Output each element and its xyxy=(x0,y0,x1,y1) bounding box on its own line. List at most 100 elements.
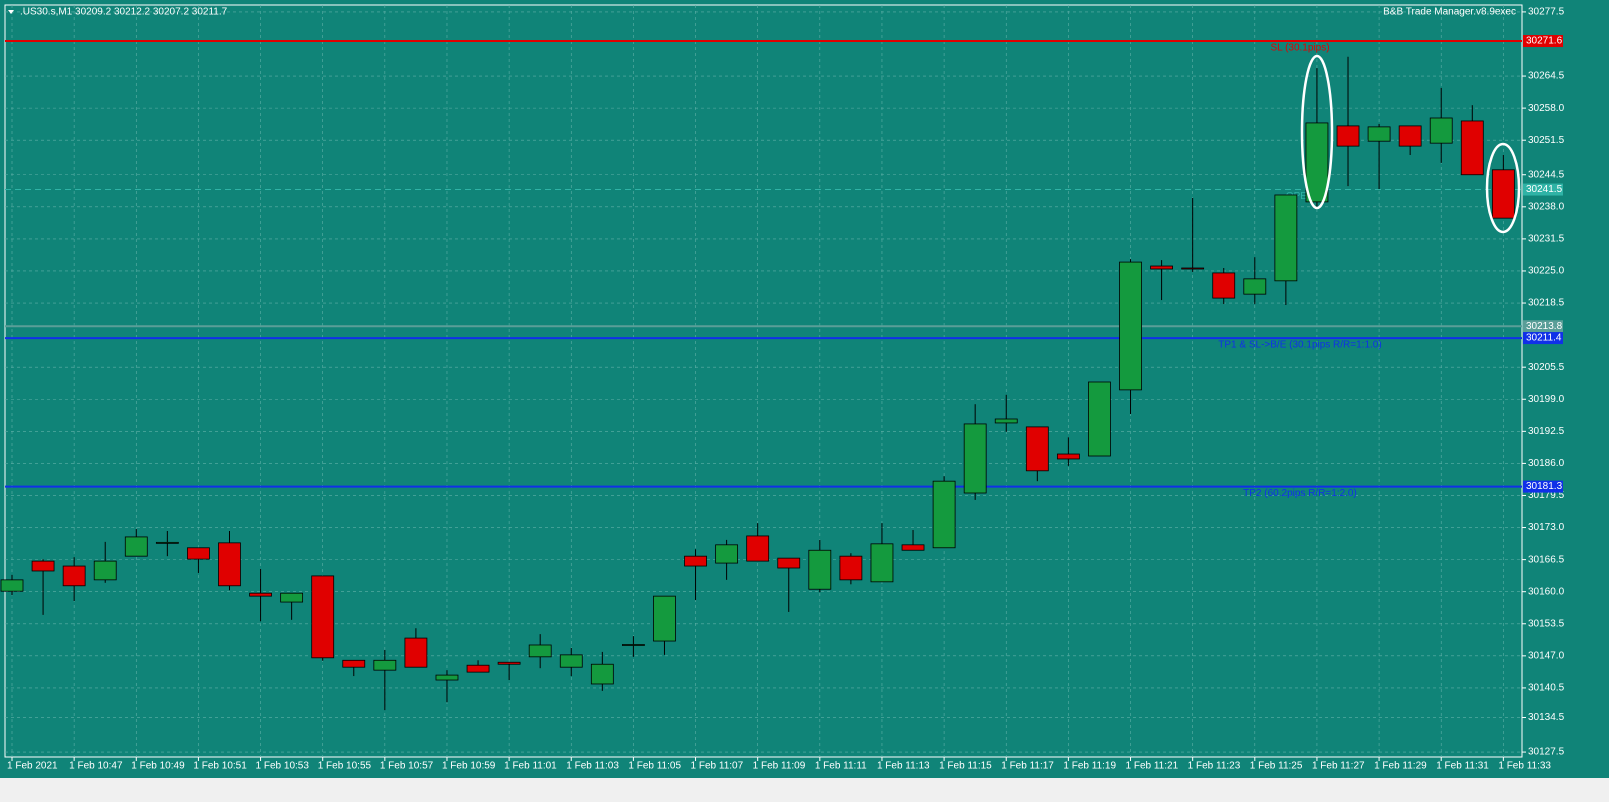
candle-body xyxy=(870,543,894,583)
candle-body xyxy=(249,592,272,597)
tab-strip xyxy=(0,778,1609,802)
x-tick-label: 1 Feb 11:23 xyxy=(1188,761,1241,772)
background xyxy=(0,0,1609,778)
y-tick-label: 30244.5 xyxy=(1528,169,1565,180)
x-tick-label: 1 Feb 11:27 xyxy=(1312,761,1365,772)
candle-body xyxy=(1367,126,1391,142)
candle-body xyxy=(1398,125,1422,147)
level-tag xyxy=(1523,480,1563,493)
candle-body xyxy=(746,535,770,562)
indicator-label: B&B Trade Manager.v8.9exec xyxy=(1383,7,1516,18)
y-tick-label: 30140.5 xyxy=(1528,683,1565,694)
x-tick-label: 1 Feb 11:17 xyxy=(1001,761,1054,772)
candles xyxy=(0,56,1515,711)
candle-body xyxy=(559,654,583,668)
candle-body xyxy=(1429,117,1453,144)
x-tick-label: 1 Feb 10:51 xyxy=(193,761,247,772)
candle-body xyxy=(311,575,335,659)
y-tick-label: 30225.0 xyxy=(1528,266,1565,277)
candle-body xyxy=(528,644,552,658)
y-tick-label: 30277.5 xyxy=(1528,7,1565,18)
level-tag xyxy=(1523,35,1563,48)
y-tick-label: 30199.0 xyxy=(1528,394,1565,405)
candle-body xyxy=(932,480,956,549)
y-tick-label: 30251.5 xyxy=(1528,135,1565,146)
y-tick-label: 30147.0 xyxy=(1528,650,1565,661)
candle-body xyxy=(994,418,1018,424)
candle-body xyxy=(777,557,801,569)
candle-body xyxy=(901,544,925,551)
candle-body xyxy=(1119,261,1142,391)
x-tick-label: 1 Feb 2021 xyxy=(7,761,58,772)
candle-body xyxy=(1305,122,1329,203)
x-tick-label: 1 Feb 10:49 xyxy=(131,761,185,772)
levels: 30271.6SL (30.1pips)30241.5OPEN30213.830… xyxy=(5,35,1563,499)
candle-body xyxy=(373,659,397,671)
y-tick-label: 30258.0 xyxy=(1528,103,1565,114)
y-tick-label: 30218.5 xyxy=(1528,298,1565,309)
candle-body xyxy=(715,544,739,564)
level-label: TP1 & SL->B/E (30.1pips R/R=1:1.0) xyxy=(1218,340,1381,351)
x-tick-label: 1 Feb 11:21 xyxy=(1126,761,1179,772)
candle-body xyxy=(280,592,304,603)
candle-body xyxy=(1243,278,1267,295)
candle-body xyxy=(466,664,490,673)
candle-body xyxy=(155,541,179,544)
candle-body xyxy=(93,560,117,581)
x-tick-label: 1 Feb 11:07 xyxy=(691,761,744,772)
candle-body xyxy=(1491,169,1515,219)
y-tick-label: 30166.5 xyxy=(1528,554,1565,565)
x-tick-label: 1 Feb 11:11 xyxy=(815,761,867,772)
candle-body xyxy=(497,661,521,665)
level-tag xyxy=(1523,332,1563,345)
y-tick-label: 30173.0 xyxy=(1528,522,1565,533)
plot-frame xyxy=(4,4,1523,758)
candle-body xyxy=(1088,381,1111,457)
x-tick-label: 1 Feb 11:33 xyxy=(1498,761,1551,772)
candle-body xyxy=(622,644,645,646)
x-tick-label: 1 Feb 11:05 xyxy=(628,761,681,772)
candle-body xyxy=(963,423,987,494)
y-tick-label: 30192.5 xyxy=(1528,426,1565,437)
level-label: TP2 (60.2pips R/R=1:2.0) xyxy=(1243,488,1357,499)
candle-body xyxy=(62,565,86,587)
x-tick-label: 1 Feb 11:31 xyxy=(1436,761,1489,772)
y-tick-label: 30134.5 xyxy=(1528,712,1565,723)
level-price: 30241.5 xyxy=(1526,184,1563,195)
candle-body xyxy=(684,555,707,567)
candle-body xyxy=(590,663,614,685)
candle-body xyxy=(1460,120,1484,176)
x-tick-label: 1 Feb 11:01 xyxy=(504,761,557,772)
level-price: 30211.4 xyxy=(1526,333,1562,344)
x-tick-label: 1 Feb 10:53 xyxy=(256,761,310,772)
candle-body xyxy=(1274,194,1298,282)
y-tick-label: 30264.5 xyxy=(1528,71,1565,82)
candle-body xyxy=(1056,453,1080,460)
highlight-circle xyxy=(1485,142,1521,234)
y-tick-label: 30186.0 xyxy=(1528,458,1565,469)
level-price: 30213.8 xyxy=(1526,321,1563,332)
x-tick-label: 1 Feb 11:25 xyxy=(1250,761,1303,772)
candle-body xyxy=(435,674,459,681)
candle-body xyxy=(1150,265,1173,270)
y-tick-label: 30238.0 xyxy=(1528,201,1565,212)
candle-body xyxy=(342,659,366,668)
x-tick-label: 1 Feb 11:29 xyxy=(1374,761,1427,772)
candle-body xyxy=(124,536,148,557)
x-tick-label: 1 Feb 11:19 xyxy=(1063,761,1116,772)
level-price: 30181.3 xyxy=(1526,481,1563,492)
x-tick-label: 1 Feb 11:03 xyxy=(566,761,619,772)
chart-title: .US30.s,M1 30209.2 30212.2 30207.2 30211… xyxy=(20,7,228,18)
menu-arrow xyxy=(8,10,14,14)
candle-body xyxy=(31,560,55,572)
y-tick-label: 30153.5 xyxy=(1528,618,1565,629)
level-tag xyxy=(1523,183,1563,196)
x-tick-label: 1 Feb 10:59 xyxy=(442,761,496,772)
candle-body xyxy=(808,549,832,590)
y-tick-label: 30160.0 xyxy=(1528,586,1565,597)
x-tick-label: 1 Feb 10:57 xyxy=(380,761,434,772)
highlight-circle xyxy=(1300,54,1334,210)
candle-body xyxy=(0,579,24,592)
y-tick-label: 30205.5 xyxy=(1528,362,1565,373)
